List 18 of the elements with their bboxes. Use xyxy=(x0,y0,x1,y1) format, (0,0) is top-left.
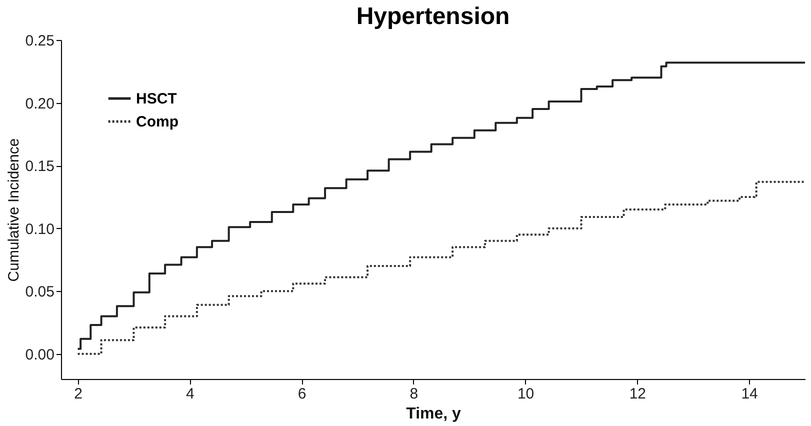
y-tick-label: 0.05 xyxy=(25,284,54,301)
x-tick-label: 4 xyxy=(186,386,194,402)
y-tick-label: 0.00 xyxy=(25,346,54,364)
legend-label: HSCT xyxy=(136,90,177,108)
x-axis-title: Time, y xyxy=(406,406,462,422)
y-axis-title: Cumulative Incidence xyxy=(5,138,22,282)
chart-title: Hypertension xyxy=(356,3,510,30)
x-tick-label: 2 xyxy=(74,386,82,402)
x-tick-label: 12 xyxy=(629,386,646,402)
x-tick-label: 10 xyxy=(517,386,534,402)
legend-label: Comp xyxy=(136,114,178,130)
x-tick-label: 8 xyxy=(410,386,418,402)
x-tick-label: 6 xyxy=(298,386,306,402)
y-tick-label: 0.25 xyxy=(25,32,54,50)
y-tick-label: 0.15 xyxy=(25,158,54,176)
x-tick-label: 14 xyxy=(741,386,758,402)
y-tick-label: 0.20 xyxy=(25,95,54,112)
y-tick-label: 0.10 xyxy=(25,220,54,238)
